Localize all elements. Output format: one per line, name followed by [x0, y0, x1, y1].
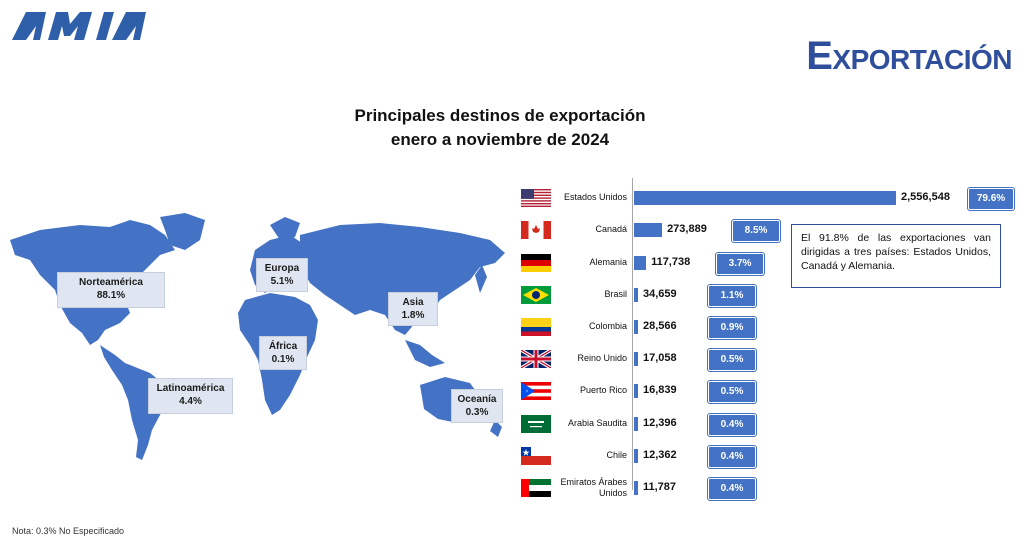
flag-icon [521, 189, 551, 208]
bar [634, 416, 638, 431]
bar [634, 287, 638, 302]
greenland-shape [160, 213, 205, 250]
chart-title-main: Principales destinos de exportación [354, 106, 646, 125]
value-label: 28,566 [643, 319, 677, 332]
asia-shape [300, 223, 505, 335]
percent-label: 3.7% [716, 252, 765, 275]
percent-label: 8.5% [732, 220, 781, 243]
chart-subtitle: enero a noviembre de 2024 [390, 130, 610, 149]
percent-label: 1.1% [708, 284, 756, 307]
flag-icon [521, 382, 551, 401]
page-title: Exportación [806, 34, 1012, 78]
summary-note: El 91.8% de las exportaciones van dirigi… [791, 224, 1001, 288]
value-label: 34,659 [643, 287, 677, 300]
japan-shape [475, 265, 487, 293]
flag-icon [521, 414, 551, 433]
region-latin-america: Latinoamérica 4.4% [148, 378, 233, 414]
percent-label: 0.9% [708, 316, 756, 339]
value-label: 12,362 [643, 448, 677, 461]
bar [634, 255, 647, 270]
country-label: Canadá [595, 224, 627, 235]
percent-label: 0.4% [708, 445, 756, 468]
flag-icon [521, 221, 551, 240]
region-africa: África 0.1% [259, 336, 307, 370]
value-label: 117,738 [651, 255, 691, 268]
flag-icon [521, 253, 551, 272]
latin-america-shape [100, 345, 168, 460]
value-label: 11,787 [643, 480, 677, 493]
bar [634, 448, 638, 463]
footnote: Nota: 0.3% No Especificado [12, 526, 125, 536]
country-label: Chile [606, 449, 627, 460]
amia-logo [12, 12, 146, 40]
country-label: Emiratos Árabes Unidos [560, 476, 627, 498]
percent-label: 0.4% [708, 477, 756, 500]
value-label: 2,556,548 [901, 191, 950, 204]
flag-icon [521, 350, 551, 369]
region-north-america: Norteamérica 88.1% [57, 272, 165, 308]
flag-icon [521, 285, 551, 304]
value-label: 273,889 [667, 223, 707, 236]
flag-icon [521, 478, 551, 497]
value-label: 12,396 [643, 416, 677, 429]
percent-label: 0.5% [708, 349, 756, 372]
new-zealand-shape [490, 420, 502, 437]
country-label: Estados Unidos [563, 192, 627, 203]
bar [634, 319, 638, 334]
bar-axis [632, 178, 633, 490]
bar [634, 191, 896, 206]
chart-title: Principales destinos de exportación ener… [300, 104, 700, 152]
bar [634, 480, 638, 495]
country-label: Puerto Rico [579, 385, 627, 396]
bar [634, 223, 663, 238]
percent-label: 0.5% [708, 381, 756, 404]
percent-label: 0.4% [708, 413, 756, 436]
country-label: Colombia [588, 320, 627, 331]
percent-label: 79.6% [968, 188, 1014, 211]
country-label: Alemania [589, 256, 627, 267]
country-label: Arabia Saudita [567, 417, 627, 428]
bar [634, 352, 638, 367]
region-asia: Asia 1.8% [388, 292, 438, 326]
flag-icon [521, 317, 551, 336]
value-label: 17,058 [643, 352, 677, 365]
flag-icon [521, 446, 551, 465]
value-label: 16,839 [643, 384, 677, 397]
region-europe: Europa 5.1% [256, 258, 308, 292]
region-oceania: Oceanía 0.3% [451, 389, 503, 423]
country-label: Reino Unido [577, 353, 627, 364]
country-label: Brasil [604, 288, 627, 299]
scandinavia-shape [270, 217, 300, 240]
se-asia-shape [405, 340, 445, 367]
bar [634, 384, 638, 399]
